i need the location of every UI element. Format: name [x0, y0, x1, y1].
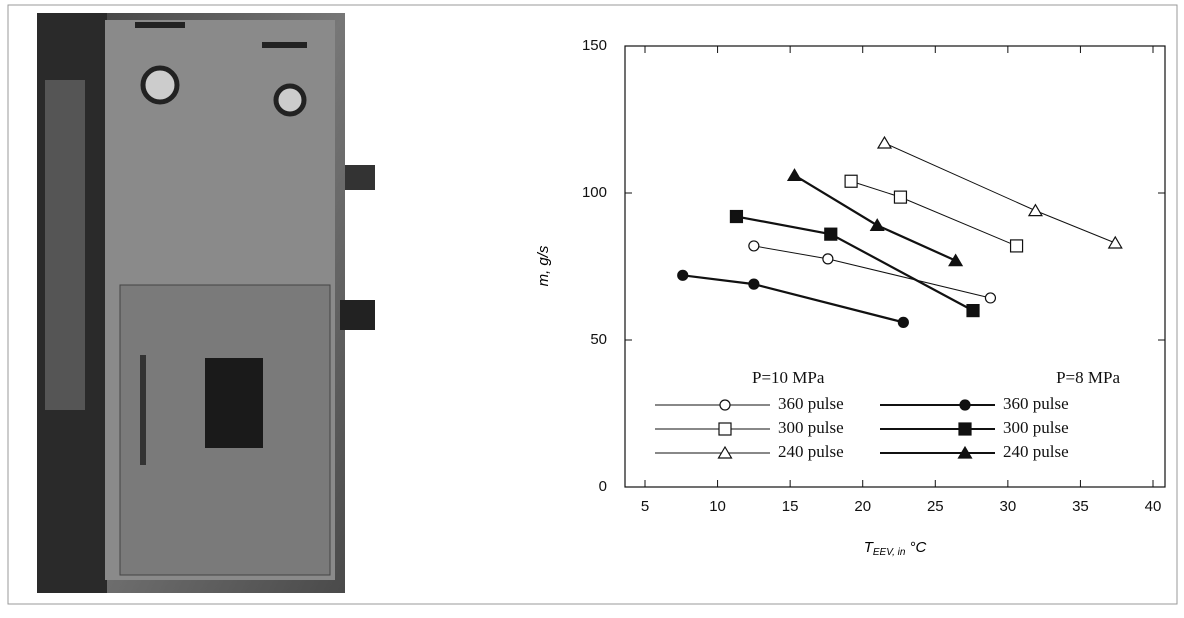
x-axis-label: TEEV, in °C [864, 539, 927, 558]
point [897, 316, 909, 328]
photo [37, 13, 375, 593]
x-axis-label-sub: EEV, in [873, 547, 906, 558]
legend-marker [957, 445, 973, 459]
point [844, 174, 858, 188]
legend-label: 300 pulse [778, 418, 844, 437]
plot-area: m, g/s TEEV, in °C [535, 45, 1166, 558]
point [893, 190, 908, 204]
point [822, 253, 834, 265]
legend-label: 240 pulse [778, 442, 844, 461]
x-axis-label-main: T [864, 539, 875, 556]
y-axis-label: m, g/s [535, 245, 552, 286]
legend-marker [959, 399, 971, 411]
series-line [753, 245, 991, 299]
point [876, 135, 893, 149]
legend-label: 360 pulse [778, 394, 844, 413]
point [748, 240, 760, 252]
legend-title: P=10 MPa [752, 368, 825, 387]
point [966, 304, 980, 318]
legend-marker [719, 399, 731, 411]
legend-label: 360 pulse [1003, 394, 1069, 413]
x-axis-label-unit: °C [909, 539, 926, 556]
point [786, 168, 803, 181]
axes-frame [624, 45, 1166, 488]
series-line [736, 215, 974, 312]
x-tick-label: 30 [1000, 498, 1017, 515]
x-tick-label: 20 [854, 498, 871, 515]
point [748, 278, 760, 290]
point [948, 253, 964, 267]
legend-label: 240 pulse [1003, 442, 1069, 461]
point [824, 227, 838, 241]
y-tick-label: 0 [599, 478, 607, 495]
point [1107, 235, 1123, 249]
series-line [793, 174, 957, 262]
y-tick-label: 100 [582, 184, 607, 201]
point [869, 218, 885, 231]
legend-marker [958, 422, 972, 436]
y-tick-label: 150 [582, 37, 607, 54]
x-tick-label: 5 [641, 498, 649, 515]
series-line [884, 142, 1116, 244]
x-tick-label: 40 [1145, 498, 1162, 515]
legend-label: 300 pulse [1003, 418, 1069, 437]
y-tick-label: 50 [590, 331, 607, 348]
point [1027, 203, 1043, 217]
x-tick-label: 10 [709, 498, 726, 515]
point [984, 292, 997, 304]
x-tick-label: 15 [782, 498, 799, 515]
legend-marker [717, 445, 733, 459]
point [1009, 239, 1024, 253]
x-tick-label: 35 [1072, 498, 1089, 515]
series-line [682, 274, 904, 324]
point [677, 269, 689, 281]
point [729, 209, 744, 224]
legend-marker [718, 422, 732, 436]
x-tick-label: 25 [927, 498, 944, 515]
figure-border [7, 4, 1178, 605]
legend-title: P=8 MPa [1056, 368, 1120, 387]
